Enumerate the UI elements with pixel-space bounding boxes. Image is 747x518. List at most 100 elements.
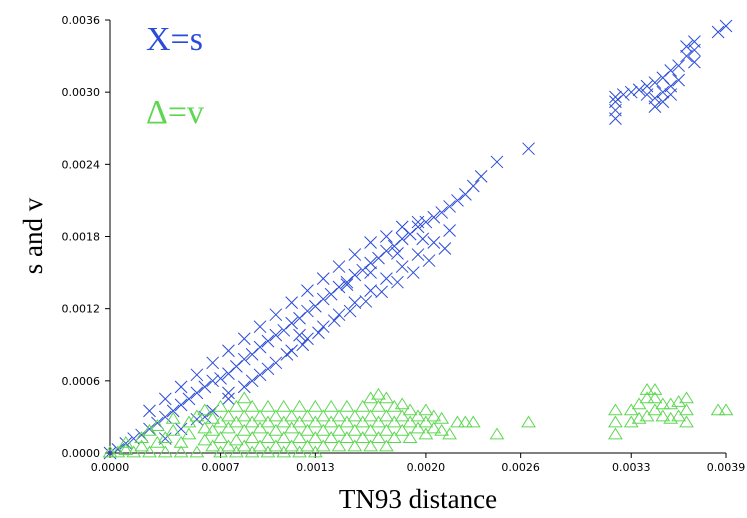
data-point-v bbox=[149, 419, 165, 431]
data-point-s bbox=[391, 275, 404, 289]
data-point-s bbox=[261, 362, 275, 376]
data-point-s bbox=[640, 79, 654, 93]
data-point-s bbox=[253, 320, 267, 334]
data-point-v bbox=[331, 439, 347, 452]
data-point-v bbox=[655, 409, 671, 422]
data-point-v bbox=[418, 415, 434, 428]
data-point-v bbox=[284, 409, 300, 422]
data-point-v bbox=[426, 421, 442, 434]
data-point-v bbox=[260, 445, 276, 458]
data-point-s bbox=[664, 64, 678, 77]
data-point-v bbox=[284, 439, 300, 452]
data-point-v bbox=[489, 427, 505, 440]
data-point-s bbox=[680, 49, 693, 63]
data-point-v bbox=[307, 399, 323, 412]
data-point-v bbox=[307, 445, 323, 458]
data-point-v bbox=[276, 415, 292, 428]
data-point-s bbox=[609, 90, 622, 104]
data-point-s bbox=[301, 332, 314, 346]
data-point-v bbox=[173, 445, 189, 458]
data-point-s bbox=[316, 292, 330, 306]
data-point-s bbox=[269, 308, 283, 322]
data-point-v bbox=[394, 397, 410, 410]
data-point-s bbox=[648, 76, 662, 89]
data-point-v bbox=[418, 403, 434, 416]
data-point-s bbox=[143, 422, 156, 436]
data-point-v bbox=[236, 423, 252, 436]
data-point-s bbox=[285, 316, 298, 330]
data-point-v bbox=[355, 415, 371, 428]
data-point-v bbox=[276, 399, 292, 412]
data-point-s bbox=[143, 404, 156, 418]
data-point-s bbox=[451, 194, 464, 207]
data-point-v bbox=[394, 423, 410, 436]
data-point-v bbox=[213, 399, 228, 412]
data-point-v bbox=[679, 415, 694, 428]
data-point-v bbox=[671, 395, 687, 407]
data-point-v bbox=[268, 439, 284, 452]
data-point-s bbox=[237, 332, 251, 346]
data-point-v bbox=[655, 397, 671, 410]
data-point-v bbox=[639, 383, 655, 395]
data-point-s bbox=[316, 272, 330, 285]
data-point-s bbox=[364, 236, 377, 249]
data-point-s bbox=[206, 374, 220, 388]
data-point-v bbox=[608, 403, 623, 416]
data-point-s bbox=[416, 232, 430, 246]
data-point-v bbox=[236, 409, 252, 422]
data-point-v bbox=[307, 431, 323, 443]
data-point-v bbox=[331, 409, 347, 422]
data-point-v bbox=[379, 439, 394, 452]
data-point-v bbox=[181, 427, 197, 440]
data-point-v bbox=[244, 415, 260, 428]
data-point-s bbox=[688, 35, 701, 49]
data-point-s bbox=[648, 100, 662, 113]
data-point-s bbox=[443, 200, 456, 213]
data-point-v bbox=[402, 415, 418, 428]
data-point-s bbox=[301, 304, 314, 318]
data-point-s bbox=[245, 374, 259, 388]
data-point-v bbox=[347, 439, 363, 452]
data-point-s bbox=[190, 386, 204, 400]
data-point-v bbox=[608, 427, 623, 440]
data-point-v bbox=[647, 391, 663, 404]
data-point-s bbox=[214, 372, 227, 385]
data-point-v bbox=[142, 445, 157, 458]
data-point-s bbox=[222, 344, 235, 358]
data-point-v bbox=[402, 431, 418, 443]
data-point-v bbox=[410, 409, 426, 422]
data-point-v bbox=[284, 421, 300, 434]
data-point-s bbox=[222, 386, 235, 400]
data-point-v bbox=[118, 435, 134, 448]
data-point-s bbox=[427, 236, 441, 249]
data-point-v bbox=[434, 423, 450, 436]
data-point-v bbox=[631, 397, 647, 410]
data-point-v bbox=[315, 409, 331, 422]
data-point-v bbox=[355, 399, 371, 412]
data-point-v bbox=[679, 391, 694, 404]
data-point-s bbox=[174, 398, 188, 412]
data-point-s bbox=[427, 210, 441, 224]
x-tick-label: 0.0000 bbox=[91, 461, 130, 474]
data-point-s bbox=[411, 248, 425, 261]
x-tick-label: 0.0033 bbox=[612, 461, 651, 474]
data-point-v bbox=[379, 409, 394, 422]
data-point-s bbox=[664, 88, 678, 101]
data-point-v bbox=[205, 411, 221, 424]
data-point-v bbox=[197, 433, 213, 446]
data-point-s bbox=[190, 368, 204, 382]
series-v-markers bbox=[102, 383, 734, 458]
data-point-v bbox=[363, 409, 379, 422]
data-point-v bbox=[671, 409, 687, 422]
y-tick-label: 0.0012 bbox=[62, 303, 101, 316]
data-point-v bbox=[608, 415, 623, 428]
data-point-s bbox=[280, 348, 294, 361]
x-tick-label: 0.0007 bbox=[201, 461, 240, 474]
data-point-v bbox=[418, 427, 434, 440]
data-point-s bbox=[174, 422, 188, 436]
data-point-v bbox=[252, 439, 268, 452]
data-point-v bbox=[323, 431, 339, 443]
data-point-v bbox=[386, 431, 402, 443]
data-point-s bbox=[522, 142, 535, 156]
